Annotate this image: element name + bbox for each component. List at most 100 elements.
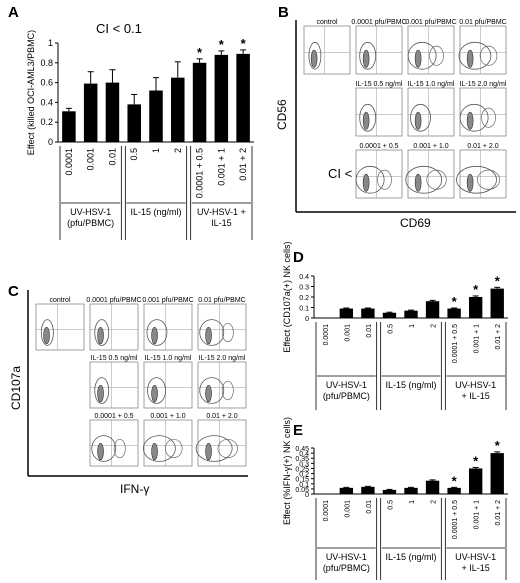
y-tick-label: 0.2 <box>299 472 309 479</box>
flow-plot-title: 0.0001 + 0.5 <box>359 143 398 150</box>
group-label: IL-15 <box>211 218 232 228</box>
group-label: UV-HSV-1 <box>326 552 367 562</box>
significance-star: * <box>452 294 458 309</box>
category-label: 0.5 <box>387 324 394 334</box>
y-tick-label: 0 <box>305 492 309 499</box>
flow-plot-frame <box>303 25 351 75</box>
density-core <box>97 384 104 403</box>
density-contour <box>458 41 492 70</box>
group-label: (pfu/PBMC) <box>323 391 370 401</box>
density-contour <box>456 165 497 194</box>
flow-plot-title: 0.01 + 2.0 <box>206 413 237 420</box>
flow-plot-title: 0.0001 pfu/PBMC <box>351 19 406 26</box>
density-contour <box>199 319 225 346</box>
flow-plot-frame <box>197 303 247 351</box>
y-tick-label: 0.1 <box>299 306 309 313</box>
group-label: IL-15 (ng/ml) <box>385 552 436 562</box>
flow-plot-frame <box>89 303 139 351</box>
flow-plot-frame <box>89 419 139 467</box>
flow-plot-title: IL-15 0.5 ng/ml <box>356 81 403 88</box>
density-contour-shifted <box>113 438 126 459</box>
density-contour-shifted <box>476 169 501 190</box>
flow-plot-title: IL-15 1.0 ng/ml <box>145 355 192 362</box>
density-contour <box>94 377 110 404</box>
category-label: 0.01 <box>366 500 373 514</box>
flow-plot-title: 0.0001 + 0.5 <box>94 413 133 420</box>
category-label: 0.001 <box>344 324 351 342</box>
density-contour-shifted <box>221 322 234 343</box>
density-core <box>205 442 212 461</box>
flow-plot-frame <box>35 303 85 351</box>
group-label: (pfu/PBMC) <box>323 563 370 573</box>
category-label: 0.0001 + 0.5 <box>452 500 459 539</box>
bar <box>171 77 185 142</box>
category-label: 0.01 + 2 <box>495 324 502 350</box>
flow-plot-title: control <box>49 297 70 304</box>
flow-plot-title: control <box>316 19 337 26</box>
density-contour <box>459 103 489 132</box>
y-tick-label: 0.3 <box>299 461 309 468</box>
density-core <box>205 326 212 345</box>
y-tick-label: 0.6 <box>40 78 53 88</box>
panel-d-letter: D <box>293 249 304 266</box>
panel-a-chart: A CI < 0.1 0 0.2 0.4 0.6 0.8 1 Effect (killed … <box>8 4 254 240</box>
density-contour <box>146 319 168 346</box>
density-contour <box>405 165 443 194</box>
density-core <box>414 49 422 68</box>
bar <box>468 468 483 494</box>
panel-a-annotation: CI < 0.1 <box>96 21 142 36</box>
category-label: 0.01 <box>366 324 373 338</box>
category-label: 1 <box>151 148 161 153</box>
density-core <box>362 49 370 68</box>
density-contour-shifted <box>481 107 496 128</box>
y-tick-label: 0.4 <box>299 274 309 281</box>
flow-plot-frame <box>407 87 455 137</box>
flow-plot-frame <box>143 361 193 409</box>
density-core <box>97 326 104 345</box>
y-tick-label: 0.35 <box>295 456 309 463</box>
density-core <box>414 173 422 192</box>
density-contour <box>355 165 385 194</box>
flow-plot-frame <box>143 303 193 351</box>
bar <box>425 301 440 318</box>
y-tick-label: 1 <box>48 38 53 48</box>
density-contour <box>308 41 322 70</box>
group-label: UV-HSV-1 <box>70 207 111 217</box>
bar <box>468 297 483 318</box>
bar <box>425 480 440 494</box>
flow-plot-title: IL-15 2.0 ng/ml <box>199 355 246 362</box>
density-contour-shifted <box>479 45 498 66</box>
panel-d-chart: D 0 0.1 0.2 0.3 0.4 Effect (CD107a(+) NK cell… <box>282 241 508 410</box>
density-core <box>205 384 212 403</box>
bar <box>404 487 418 494</box>
flow-plot-title: 0.001 pfu/PBMC <box>405 19 456 26</box>
panel-e-letter: E <box>293 422 303 439</box>
density-core <box>310 49 318 68</box>
bar <box>382 489 397 494</box>
density-core <box>151 442 158 461</box>
y-tick-label: 0 <box>48 137 53 147</box>
flow-plot-title: 0.001 + 1.0 <box>413 143 448 150</box>
flow-plot-title: 0.0001 pfu/PBMC <box>86 297 141 304</box>
flow-plot-title: 0.001 + 1.0 <box>150 413 185 420</box>
flow-plot-title: IL-15 2.0 ng/ml <box>460 81 507 88</box>
y-tick-label: 0.8 <box>40 58 53 68</box>
flow-plot-frame <box>197 361 247 409</box>
density-contour-shifted <box>429 45 444 66</box>
category-label: 2 <box>173 148 183 153</box>
flow-plot-title: 0.01 pfu/PBMC <box>198 297 245 304</box>
category-label: 0.5 <box>129 148 139 161</box>
y-axis-label: Effect (CD107a(+) NK cells) <box>282 241 292 352</box>
category-label: 0.0001 <box>323 500 330 522</box>
density-core <box>151 326 158 345</box>
category-label: 0.5 <box>387 500 394 510</box>
group-label: IL-15 (ng/ml) <box>385 380 436 390</box>
flow-plot-frame <box>197 419 247 467</box>
flow-plot-frame <box>459 149 507 199</box>
group-label: UV-HSV-1 <box>326 380 367 390</box>
bar <box>404 310 418 318</box>
panel-b-x-label: CD69 <box>400 216 431 230</box>
category-label: 2 <box>431 324 438 328</box>
density-contour <box>359 41 377 70</box>
y-tick-label: 0.45 <box>295 446 309 453</box>
